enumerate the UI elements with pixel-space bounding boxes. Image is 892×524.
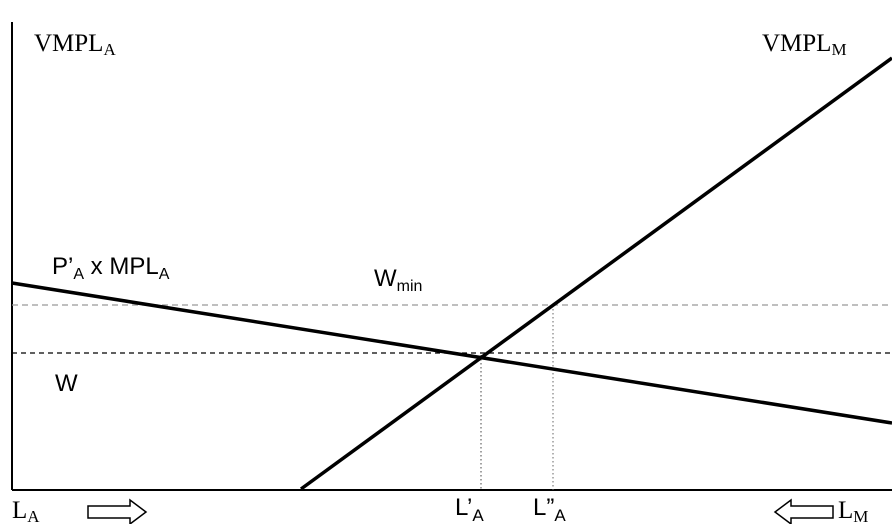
l-double-prime-a-label: L”A — [533, 494, 566, 524]
lm-label: LM — [838, 497, 868, 524]
right-axis-label: VMPLM — [762, 30, 847, 59]
left-arrow-icon — [773, 498, 834, 524]
agri-vmpl-curve — [11, 281, 892, 425]
left-axis-label: VMPLA — [34, 30, 116, 59]
w-min-label: Wmin — [374, 265, 422, 295]
agri-curve-label: P’A x MPLA — [52, 253, 170, 283]
right-arrow-icon — [87, 498, 148, 524]
manuf-vmpl-curve — [299, 56, 892, 491]
l-prime-a-label: L’A — [455, 494, 484, 524]
w-label: W — [55, 370, 78, 397]
la-label: LA — [12, 497, 40, 524]
